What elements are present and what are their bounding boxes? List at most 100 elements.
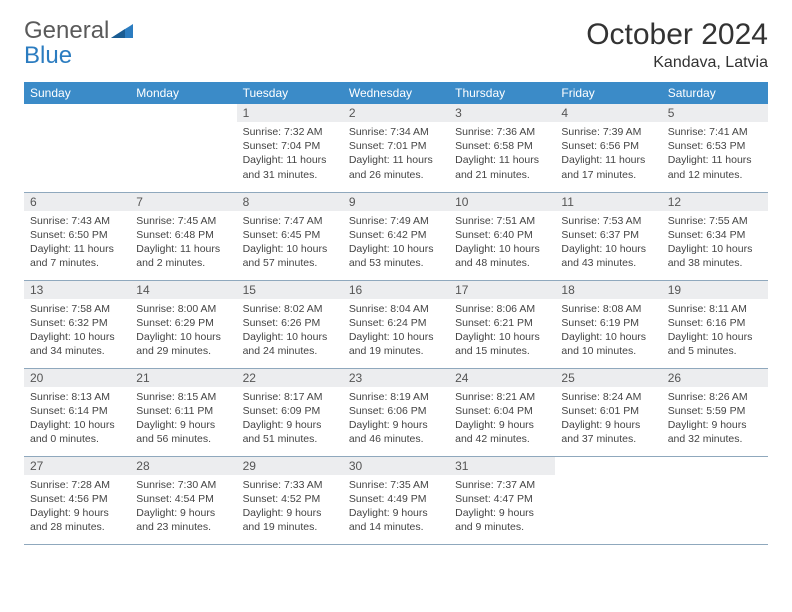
- sunrise-text: Sunrise: 7:43 AM: [30, 214, 124, 228]
- sunrise-text: Sunrise: 8:02 AM: [243, 302, 337, 316]
- day-body: Sunrise: 8:19 AMSunset: 6:06 PMDaylight:…: [343, 387, 449, 451]
- day-number: 8: [237, 193, 343, 211]
- day-body: Sunrise: 8:15 AMSunset: 6:11 PMDaylight:…: [130, 387, 236, 451]
- calendar-week-row: 20Sunrise: 8:13 AMSunset: 6:14 PMDayligh…: [24, 368, 768, 456]
- sunrise-text: Sunrise: 7:53 AM: [561, 214, 655, 228]
- calendar-day-cell: 1Sunrise: 7:32 AMSunset: 7:04 PMDaylight…: [237, 104, 343, 192]
- daylight-text: Daylight: 10 hours and 10 minutes.: [561, 330, 655, 358]
- daylight-text: Daylight: 10 hours and 19 minutes.: [349, 330, 443, 358]
- day-body: Sunrise: 7:30 AMSunset: 4:54 PMDaylight:…: [130, 475, 236, 539]
- calendar-day-cell: 23Sunrise: 8:19 AMSunset: 6:06 PMDayligh…: [343, 368, 449, 456]
- calendar-day-cell: 12Sunrise: 7:55 AMSunset: 6:34 PMDayligh…: [662, 192, 768, 280]
- weekday-header: Thursday: [449, 82, 555, 104]
- day-number: 9: [343, 193, 449, 211]
- daylight-text: Daylight: 9 hours and 19 minutes.: [243, 506, 337, 534]
- sunset-text: Sunset: 6:37 PM: [561, 228, 655, 242]
- sunset-text: Sunset: 6:56 PM: [561, 139, 655, 153]
- sunset-text: Sunset: 6:48 PM: [136, 228, 230, 242]
- sunset-text: Sunset: 5:59 PM: [668, 404, 762, 418]
- day-body: Sunrise: 8:04 AMSunset: 6:24 PMDaylight:…: [343, 299, 449, 363]
- calendar-week-row: 1Sunrise: 7:32 AMSunset: 7:04 PMDaylight…: [24, 104, 768, 192]
- sunrise-text: Sunrise: 8:11 AM: [668, 302, 762, 316]
- sunrise-text: Sunrise: 7:49 AM: [349, 214, 443, 228]
- sunset-text: Sunset: 6:32 PM: [30, 316, 124, 330]
- day-body: Sunrise: 7:37 AMSunset: 4:47 PMDaylight:…: [449, 475, 555, 539]
- calendar-day-cell: 17Sunrise: 8:06 AMSunset: 6:21 PMDayligh…: [449, 280, 555, 368]
- day-number: 23: [343, 369, 449, 387]
- daylight-text: Daylight: 11 hours and 2 minutes.: [136, 242, 230, 270]
- sunset-text: Sunset: 6:42 PM: [349, 228, 443, 242]
- day-body: Sunrise: 8:00 AMSunset: 6:29 PMDaylight:…: [130, 299, 236, 363]
- calendar-day-cell: 26Sunrise: 8:26 AMSunset: 5:59 PMDayligh…: [662, 368, 768, 456]
- calendar-day-cell: 19Sunrise: 8:11 AMSunset: 6:16 PMDayligh…: [662, 280, 768, 368]
- daylight-text: Daylight: 9 hours and 32 minutes.: [668, 418, 762, 446]
- day-number: 29: [237, 457, 343, 475]
- sunset-text: Sunset: 6:06 PM: [349, 404, 443, 418]
- day-body: Sunrise: 7:41 AMSunset: 6:53 PMDaylight:…: [662, 122, 768, 186]
- sunrise-text: Sunrise: 7:36 AM: [455, 125, 549, 139]
- day-body: Sunrise: 7:47 AMSunset: 6:45 PMDaylight:…: [237, 211, 343, 275]
- sunrise-text: Sunrise: 7:34 AM: [349, 125, 443, 139]
- day-number: 7: [130, 193, 236, 211]
- sunset-text: Sunset: 6:53 PM: [668, 139, 762, 153]
- sunset-text: Sunset: 4:52 PM: [243, 492, 337, 506]
- sunrise-text: Sunrise: 8:06 AM: [455, 302, 549, 316]
- calendar-day-cell: 5Sunrise: 7:41 AMSunset: 6:53 PMDaylight…: [662, 104, 768, 192]
- sunset-text: Sunset: 6:01 PM: [561, 404, 655, 418]
- daylight-text: Daylight: 9 hours and 14 minutes.: [349, 506, 443, 534]
- day-number: 3: [449, 104, 555, 122]
- day-number: 19: [662, 281, 768, 299]
- day-number: 1: [237, 104, 343, 122]
- daylight-text: Daylight: 10 hours and 43 minutes.: [561, 242, 655, 270]
- day-body: Sunrise: 7:45 AMSunset: 6:48 PMDaylight:…: [130, 211, 236, 275]
- sunrise-text: Sunrise: 7:33 AM: [243, 478, 337, 492]
- daylight-text: Daylight: 9 hours and 37 minutes.: [561, 418, 655, 446]
- day-number: 6: [24, 193, 130, 211]
- title-block: October 2024 Kandava, Latvia: [586, 18, 768, 72]
- sunrise-text: Sunrise: 7:30 AM: [136, 478, 230, 492]
- day-number: 2: [343, 104, 449, 122]
- daylight-text: Daylight: 11 hours and 26 minutes.: [349, 153, 443, 181]
- calendar-day-cell: 14Sunrise: 8:00 AMSunset: 6:29 PMDayligh…: [130, 280, 236, 368]
- daylight-text: Daylight: 11 hours and 7 minutes.: [30, 242, 124, 270]
- day-number: 10: [449, 193, 555, 211]
- day-number: 30: [343, 457, 449, 475]
- sunset-text: Sunset: 4:49 PM: [349, 492, 443, 506]
- sunrise-text: Sunrise: 7:37 AM: [455, 478, 549, 492]
- day-number: 20: [24, 369, 130, 387]
- sunrise-text: Sunrise: 8:24 AM: [561, 390, 655, 404]
- calendar-day-cell: 6Sunrise: 7:43 AMSunset: 6:50 PMDaylight…: [24, 192, 130, 280]
- calendar-day-cell: 4Sunrise: 7:39 AMSunset: 6:56 PMDaylight…: [555, 104, 661, 192]
- day-number: 13: [24, 281, 130, 299]
- calendar-day-cell: 22Sunrise: 8:17 AMSunset: 6:09 PMDayligh…: [237, 368, 343, 456]
- sunset-text: Sunset: 4:54 PM: [136, 492, 230, 506]
- sunset-text: Sunset: 6:19 PM: [561, 316, 655, 330]
- sunrise-text: Sunrise: 8:04 AM: [349, 302, 443, 316]
- daylight-text: Daylight: 10 hours and 29 minutes.: [136, 330, 230, 358]
- day-body: Sunrise: 8:24 AMSunset: 6:01 PMDaylight:…: [555, 387, 661, 451]
- calendar-day-cell: 7Sunrise: 7:45 AMSunset: 6:48 PMDaylight…: [130, 192, 236, 280]
- daylight-text: Daylight: 9 hours and 51 minutes.: [243, 418, 337, 446]
- calendar-day-cell: 28Sunrise: 7:30 AMSunset: 4:54 PMDayligh…: [130, 456, 236, 544]
- calendar-day-cell: [662, 456, 768, 544]
- day-body: Sunrise: 7:39 AMSunset: 6:56 PMDaylight:…: [555, 122, 661, 186]
- daylight-text: Daylight: 10 hours and 15 minutes.: [455, 330, 549, 358]
- sunset-text: Sunset: 6:09 PM: [243, 404, 337, 418]
- day-body: Sunrise: 7:55 AMSunset: 6:34 PMDaylight:…: [662, 211, 768, 275]
- day-number: 4: [555, 104, 661, 122]
- sunset-text: Sunset: 6:24 PM: [349, 316, 443, 330]
- sunrise-text: Sunrise: 8:19 AM: [349, 390, 443, 404]
- day-number: 5: [662, 104, 768, 122]
- calendar-day-cell: 30Sunrise: 7:35 AMSunset: 4:49 PMDayligh…: [343, 456, 449, 544]
- day-body: Sunrise: 7:33 AMSunset: 4:52 PMDaylight:…: [237, 475, 343, 539]
- day-body: Sunrise: 8:02 AMSunset: 6:26 PMDaylight:…: [237, 299, 343, 363]
- calendar-week-row: 27Sunrise: 7:28 AMSunset: 4:56 PMDayligh…: [24, 456, 768, 544]
- calendar-day-cell: 20Sunrise: 8:13 AMSunset: 6:14 PMDayligh…: [24, 368, 130, 456]
- calendar-day-cell: 16Sunrise: 8:04 AMSunset: 6:24 PMDayligh…: [343, 280, 449, 368]
- sunrise-text: Sunrise: 7:55 AM: [668, 214, 762, 228]
- logo-text-gray: General: [24, 17, 109, 44]
- calendar-day-cell: 13Sunrise: 7:58 AMSunset: 6:32 PMDayligh…: [24, 280, 130, 368]
- sunset-text: Sunset: 6:40 PM: [455, 228, 549, 242]
- weekday-header: Wednesday: [343, 82, 449, 104]
- calendar-day-cell: 8Sunrise: 7:47 AMSunset: 6:45 PMDaylight…: [237, 192, 343, 280]
